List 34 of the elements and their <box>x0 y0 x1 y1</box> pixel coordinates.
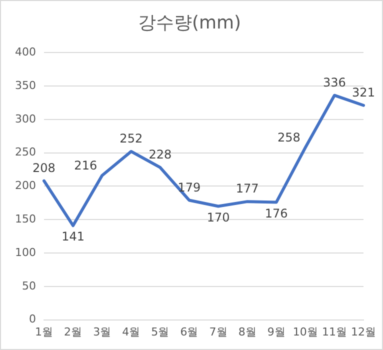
y-tick-label: 0 <box>28 312 36 326</box>
y-tick-label: 300 <box>14 112 36 126</box>
x-tick-label: 4월 <box>122 325 140 338</box>
data-label: 228 <box>148 148 172 162</box>
y-tick-label: 400 <box>14 45 36 58</box>
data-label: 179 <box>178 180 201 194</box>
x-tick-label: 11월 <box>322 325 347 338</box>
x-tick-label: 1월 <box>34 325 53 338</box>
y-tick-label: 50 <box>22 279 36 292</box>
y-tick-label: 200 <box>14 179 36 192</box>
y-tick-label: 150 <box>14 212 36 226</box>
data-label: 336 <box>323 75 346 90</box>
x-tick-label: 10월 <box>292 325 318 338</box>
x-tick-label: 3월 <box>93 325 112 338</box>
data-label: 141 <box>62 230 84 244</box>
data-label: 177 <box>236 182 259 196</box>
x-tick-label: 9월 <box>267 325 286 338</box>
y-tick-label: 100 <box>14 246 36 259</box>
x-tick-label: 5월 <box>151 325 170 338</box>
x-tick-label: 12월 <box>351 325 376 338</box>
data-label: 252 <box>120 132 143 146</box>
data-label: 170 <box>206 210 230 224</box>
x-tick-label: 2월 <box>64 325 82 338</box>
data-label: 208 <box>32 160 56 175</box>
x-tick-label: 6월 <box>180 325 198 338</box>
y-tick-label: 350 <box>14 78 36 92</box>
x-tick-label: 7월 <box>209 325 228 338</box>
data-label: 216 <box>74 158 98 173</box>
data-label: 176 <box>264 206 288 220</box>
y-tick-label: 250 <box>14 146 36 159</box>
x-tick-label: 8월 <box>238 325 256 338</box>
chart-title: 강수량(mm) <box>138 12 242 34</box>
data-label: 258 <box>278 130 300 145</box>
data-label: 321 <box>352 85 375 100</box>
